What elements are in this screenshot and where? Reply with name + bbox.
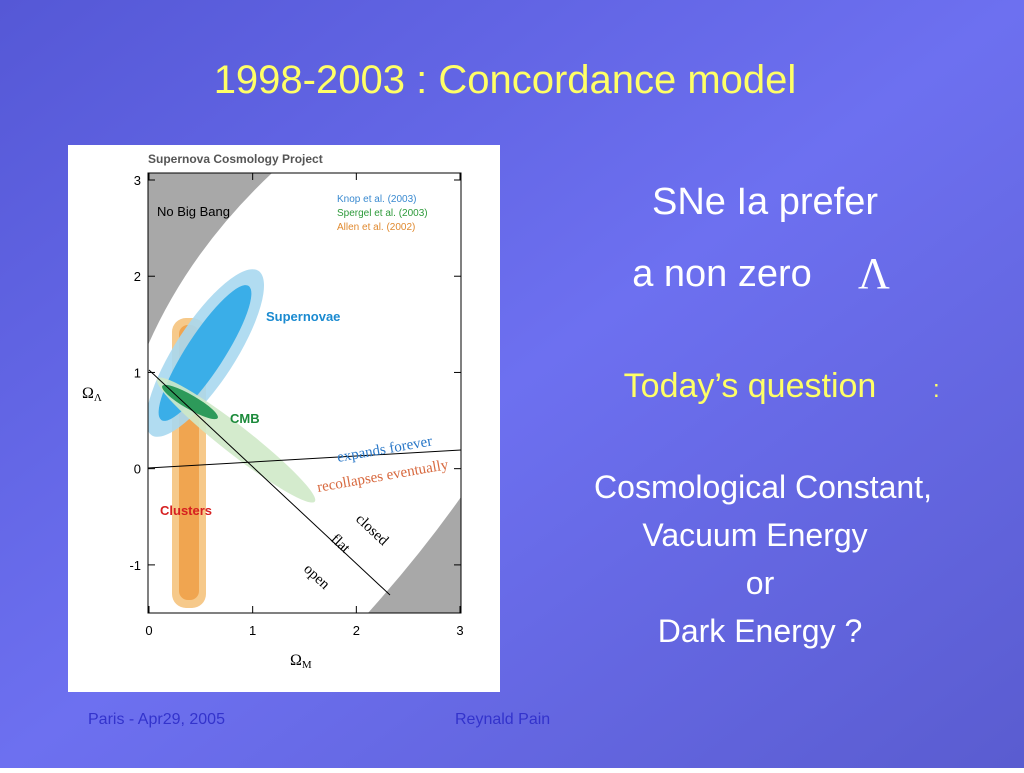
y-tick-label: 0 [134,462,141,477]
legend-entry: Allen et al. (2002) [337,222,415,233]
y-tick-label: -1 [129,558,141,573]
text-line: a non zero [632,253,812,295]
y-tick-label: 3 [134,173,141,188]
answer-line: Dark Energy ? [658,613,863,649]
no-big-bang-region [148,173,272,345]
y-tick-label: 2 [134,269,141,284]
x-tick-label: 0 [145,623,152,638]
question-colon: : [933,376,940,403]
x-axis-label: ΩM [290,652,312,671]
text-line: SNe Ia prefer [652,181,878,223]
y-tick-label: 1 [134,365,141,380]
plot-shapes [148,173,461,613]
answer-line: or [746,565,775,601]
answer-line: Vacuum Energy [642,517,867,553]
legend-entry: Spergel et al. (2003) [337,208,428,219]
footer-center: Reynald Pain [455,711,550,728]
x-tick-label: 1 [249,623,256,638]
bottom-region [368,497,461,613]
cmb-inner [162,384,218,420]
expand-line [148,449,461,469]
subscript: M [302,659,312,671]
region-label: No Big Bang [157,204,230,219]
x-tick-label: 2 [353,623,360,638]
answer-line: Cosmological Constant, [594,469,932,505]
symbol: Ω [82,385,94,402]
legend-entry: Knop et al. (2003) [337,194,417,205]
plot-frame [147,172,462,614]
region-label: CMB [230,411,260,426]
flat-line [148,369,391,596]
question: Today’s question [624,367,877,405]
y-axis-label: ΩΛ [82,385,102,404]
region-label: Supernovae [266,309,340,324]
footer-left: Paris - Apr29, 2005 [88,711,225,728]
symbol: Ω [290,652,302,669]
subscript: Λ [94,392,102,404]
figure-title: Supernova Cosmology Project [148,152,323,166]
lambda: Λ [858,249,890,298]
slide-title: 1998-2003 : Concordance model [214,58,797,102]
x-tick-label: 3 [456,623,463,638]
region-label: Clusters [160,503,212,518]
